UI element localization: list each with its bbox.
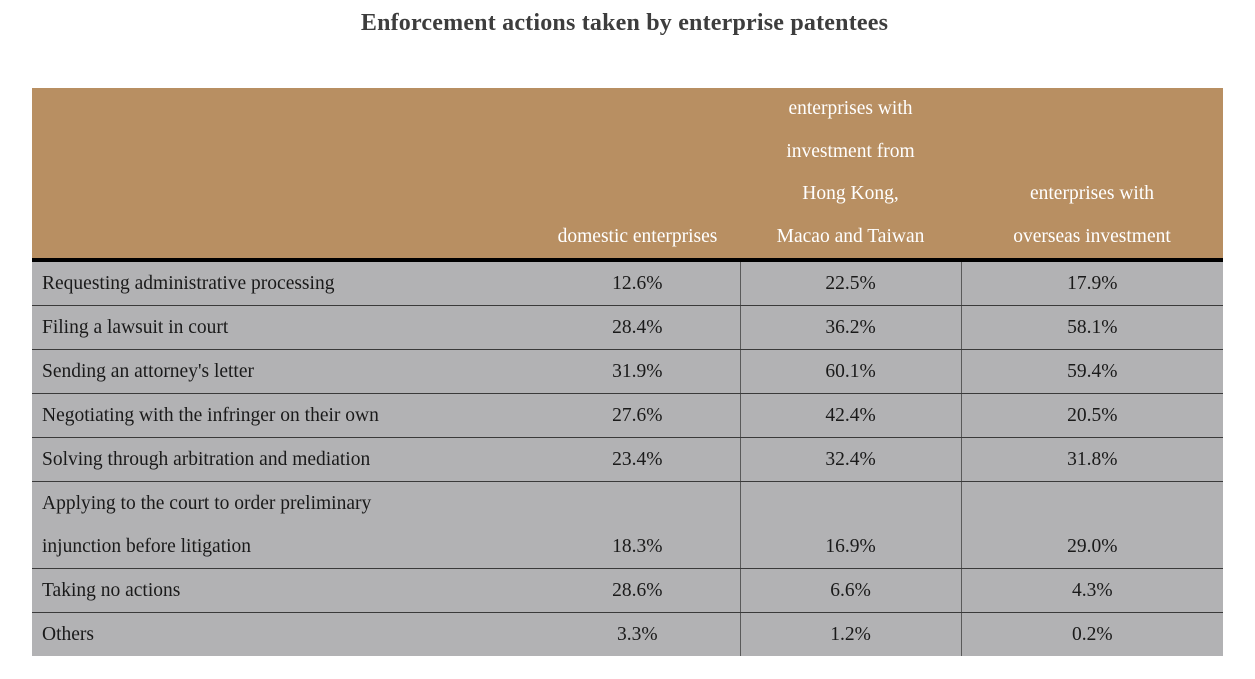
- cell-value: 6.6%: [740, 568, 962, 613]
- table-body: Requesting administrative processing 12.6…: [32, 260, 1223, 656]
- row-label-line: Requesting administrative processing: [42, 273, 335, 294]
- column-header-line: investment from: [786, 140, 915, 162]
- cell-value: 29.0%: [961, 481, 1223, 569]
- cell-value: 36.2%: [740, 305, 962, 350]
- cell-value: 32.4%: [740, 437, 962, 482]
- column-header: [32, 88, 535, 262]
- table-row: Sending an attorney's letter 31.9% 60.1% 59…: [32, 349, 1223, 394]
- row-label-line: Filing a lawsuit in court: [42, 317, 229, 338]
- cell-value: 58.1%: [961, 305, 1223, 350]
- column-header-line: overseas investment: [1013, 225, 1171, 247]
- cell-value: 18.3%: [535, 481, 741, 569]
- row-label: Applying to the court to order prelimina…: [32, 481, 535, 569]
- table-row: Negotiating with the infringer on their …: [32, 393, 1223, 438]
- row-label-line: injunction before litigation: [42, 536, 252, 557]
- cell-value: 16.9%: [740, 481, 962, 569]
- column-header-line: enterprises with: [788, 98, 913, 119]
- column-header-line: [32, 216, 535, 259]
- cell-value: 59.4%: [961, 349, 1223, 394]
- row-label-line: Sending an attorney's letter: [42, 361, 254, 382]
- table-header-row: domestic enterprises enterprises with inve…: [32, 88, 1223, 262]
- chart-title: Enforcement actions taken by enterprise …: [360, 10, 889, 36]
- table-row: Applying to the court to order prelimina…: [32, 481, 1223, 569]
- cell-value: 17.9%: [961, 260, 1223, 306]
- cell-value: 28.4%: [535, 305, 741, 350]
- cell-value: 4.3%: [961, 568, 1223, 613]
- table-row: Others 3.3% 1.2% 0.2%: [32, 612, 1223, 656]
- cell-value: 0.2%: [961, 612, 1223, 656]
- row-label-line: Negotiating with the infringer on their …: [42, 405, 379, 426]
- column-header-line: enterprises with: [1029, 183, 1154, 204]
- row-label-line: Taking no actions: [42, 580, 181, 601]
- cell-value: 23.4%: [535, 437, 741, 482]
- row-label: Filing a lawsuit in court: [32, 305, 535, 350]
- column-header: domestic enterprises: [535, 88, 740, 262]
- row-label-line: Applying to the court to order prelimina…: [42, 493, 372, 514]
- row-label: Others: [32, 612, 535, 656]
- table-row: Taking no actions 28.6% 6.6% 4.3%: [32, 568, 1223, 613]
- table-row: Filing a lawsuit in court 28.4% 36.2% 58.1%: [32, 305, 1223, 350]
- row-label-line: Solving through arbitration and mediatio…: [42, 449, 371, 470]
- cell-value: 22.5%: [740, 260, 962, 306]
- enforcement-table: domestic enterprises enterprises with inve…: [32, 88, 1223, 656]
- row-label: Requesting administrative processing: [32, 260, 535, 306]
- column-header: enterprises with investment from Hong Kong…: [740, 88, 961, 262]
- cell-value: 12.6%: [535, 260, 741, 306]
- cell-value: 31.8%: [961, 437, 1223, 482]
- table-row: Requesting administrative processing 12.6…: [32, 260, 1223, 306]
- column-header: enterprises with overseas investment: [961, 88, 1223, 262]
- column-header-line: Macao and Taiwan: [776, 225, 925, 247]
- cell-value: 20.5%: [961, 393, 1223, 438]
- row-label: Sending an attorney's letter: [32, 349, 535, 394]
- cell-value: 27.6%: [535, 393, 741, 438]
- row-label-line: Others: [42, 624, 94, 645]
- row-label: Negotiating with the infringer on their …: [32, 393, 535, 438]
- cell-value: 3.3%: [535, 612, 741, 656]
- cell-value: 42.4%: [740, 393, 962, 438]
- column-header-line: Hong Kong,: [802, 183, 899, 204]
- cell-value: 1.2%: [740, 612, 962, 656]
- cell-value: 28.6%: [535, 568, 741, 613]
- cell-value: 60.1%: [740, 349, 962, 394]
- table-row: Solving through arbitration and mediatio…: [32, 437, 1223, 482]
- cell-value: 31.9%: [535, 349, 741, 394]
- row-label: Taking no actions: [32, 568, 535, 613]
- column-header-line: domestic enterprises: [557, 225, 718, 247]
- row-label: Solving through arbitration and mediatio…: [32, 437, 535, 482]
